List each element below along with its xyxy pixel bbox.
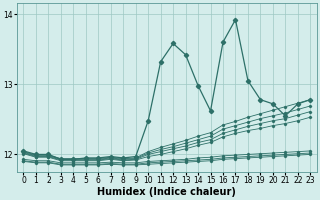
X-axis label: Humidex (Indice chaleur): Humidex (Indice chaleur): [98, 187, 236, 197]
